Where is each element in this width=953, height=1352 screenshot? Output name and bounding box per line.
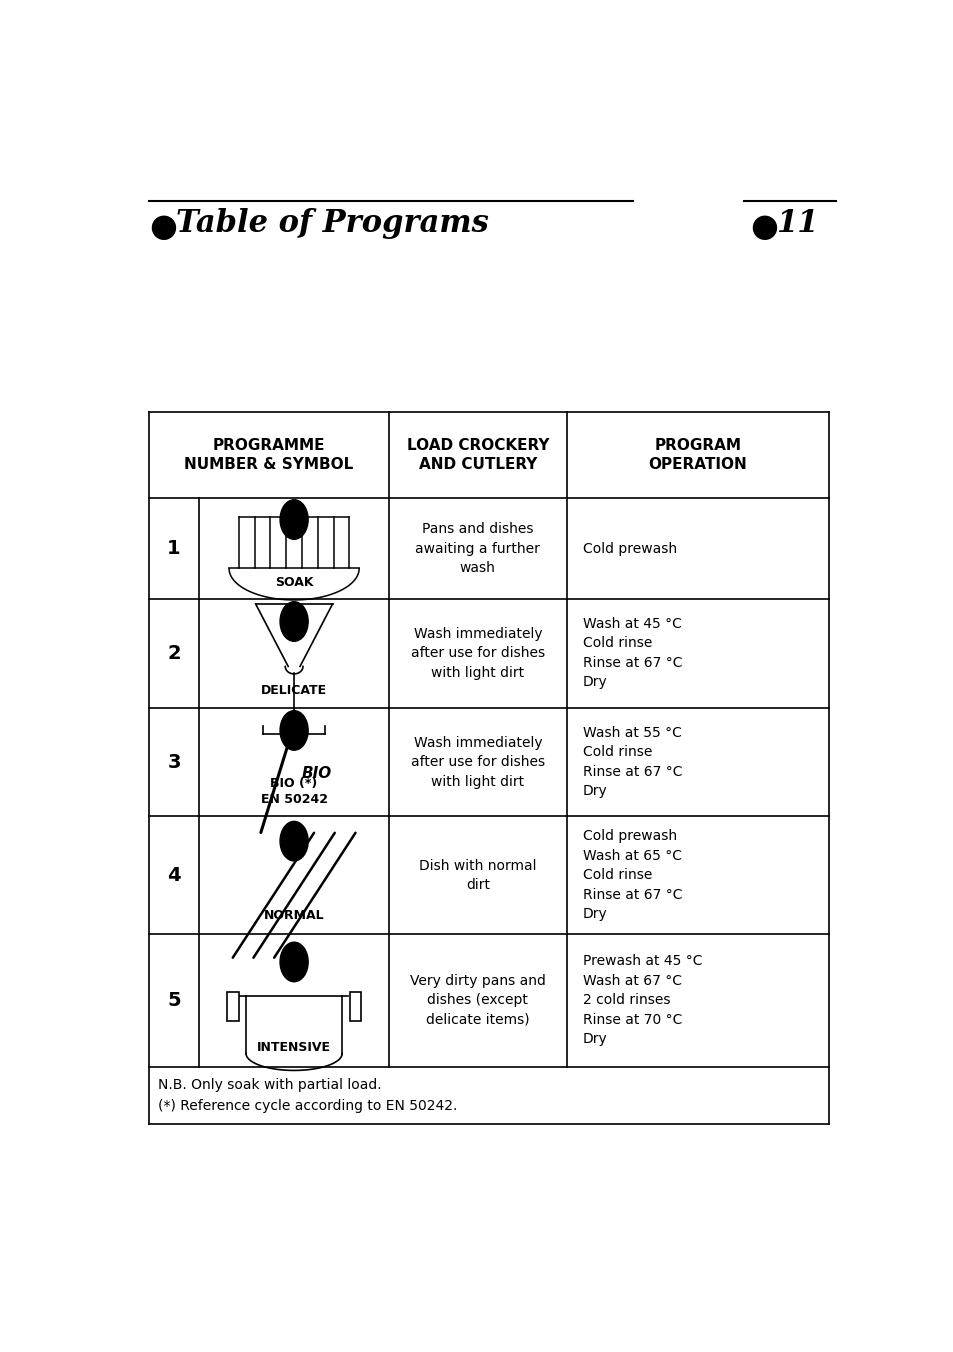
Text: ●: ● bbox=[149, 212, 176, 243]
Text: Wash immediately
after use for dishes
with light dirt: Wash immediately after use for dishes wi… bbox=[411, 735, 544, 788]
Text: Table of Programs: Table of Programs bbox=[176, 208, 489, 239]
Text: 3: 3 bbox=[167, 753, 180, 772]
Text: Pans and dishes
awaiting a further
wash: Pans and dishes awaiting a further wash bbox=[415, 522, 539, 575]
Bar bbox=[349, 991, 361, 1021]
Text: 1: 1 bbox=[167, 539, 180, 558]
Text: BIO: BIO bbox=[301, 765, 332, 780]
Text: Wash at 45 °C
Cold rinse
Rinse at 67 °C
Dry: Wash at 45 °C Cold rinse Rinse at 67 °C … bbox=[582, 617, 681, 690]
Circle shape bbox=[280, 602, 308, 641]
Text: INTENSIVE: INTENSIVE bbox=[257, 1041, 331, 1053]
Circle shape bbox=[280, 711, 308, 750]
Circle shape bbox=[280, 500, 308, 539]
Text: Dish with normal
dirt: Dish with normal dirt bbox=[418, 859, 536, 892]
Text: 2: 2 bbox=[167, 644, 180, 662]
Text: BIO (*)
EN 50242: BIO (*) EN 50242 bbox=[260, 776, 327, 806]
Text: PROGRAMME
NUMBER & SYMBOL: PROGRAMME NUMBER & SYMBOL bbox=[184, 438, 354, 472]
Text: 11: 11 bbox=[775, 208, 818, 239]
Bar bbox=[227, 991, 238, 1021]
Text: NORMAL: NORMAL bbox=[264, 910, 324, 922]
Text: Cold prewash
Wash at 65 °C
Cold rinse
Rinse at 67 °C
Dry: Cold prewash Wash at 65 °C Cold rinse Ri… bbox=[582, 829, 681, 921]
Text: Prewash at 45 °C
Wash at 67 °C
2 cold rinses
Rinse at 70 °C
Dry: Prewash at 45 °C Wash at 67 °C 2 cold ri… bbox=[582, 955, 701, 1046]
Circle shape bbox=[280, 822, 308, 861]
Text: ●: ● bbox=[749, 212, 777, 243]
Text: LOAD CROCKERY
AND CUTLERY: LOAD CROCKERY AND CUTLERY bbox=[406, 438, 549, 472]
Text: Very dirty pans and
dishes (except
delicate items): Very dirty pans and dishes (except delic… bbox=[410, 973, 545, 1028]
Text: Wash at 55 °C
Cold rinse
Rinse at 67 °C
Dry: Wash at 55 °C Cold rinse Rinse at 67 °C … bbox=[582, 726, 681, 798]
Text: SOAK: SOAK bbox=[274, 576, 313, 588]
Text: 4: 4 bbox=[167, 865, 180, 884]
Text: Cold prewash: Cold prewash bbox=[582, 542, 677, 556]
Text: 5: 5 bbox=[167, 991, 180, 1010]
Circle shape bbox=[280, 942, 308, 982]
Text: Wash immediately
after use for dishes
with light dirt: Wash immediately after use for dishes wi… bbox=[411, 626, 544, 680]
Text: N.B. Only soak with partial load.
(*) Reference cycle according to EN 50242.: N.B. Only soak with partial load. (*) Re… bbox=[158, 1079, 457, 1113]
Text: PROGRAM
OPERATION: PROGRAM OPERATION bbox=[648, 438, 746, 472]
Text: DELICATE: DELICATE bbox=[261, 684, 327, 696]
